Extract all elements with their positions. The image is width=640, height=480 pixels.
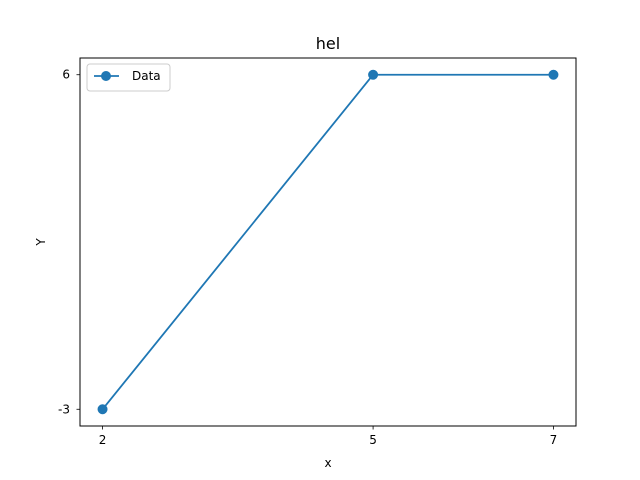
data-point xyxy=(368,69,379,80)
y-axis: -3 6 xyxy=(58,68,80,416)
y-tick-label: 6 xyxy=(62,68,70,82)
data-point xyxy=(97,404,108,415)
legend-box xyxy=(86,63,171,92)
data-point xyxy=(548,69,559,80)
x-tick-label: 5 xyxy=(369,433,377,447)
chart-title: hel xyxy=(316,34,340,53)
plot-area xyxy=(79,57,577,427)
x-axis: 2 5 7 xyxy=(99,426,558,447)
series-layer xyxy=(97,69,559,415)
legend: Data xyxy=(86,63,171,92)
x-axis-label: x xyxy=(324,456,331,470)
y-axis-label: Y xyxy=(34,238,48,247)
x-tick-label: 2 xyxy=(99,433,107,447)
legend-label-data: Data xyxy=(132,69,161,83)
x-tick-label: 7 xyxy=(550,433,558,447)
legend-marker-swatch xyxy=(101,71,111,81)
y-tick-label: -3 xyxy=(58,402,70,416)
